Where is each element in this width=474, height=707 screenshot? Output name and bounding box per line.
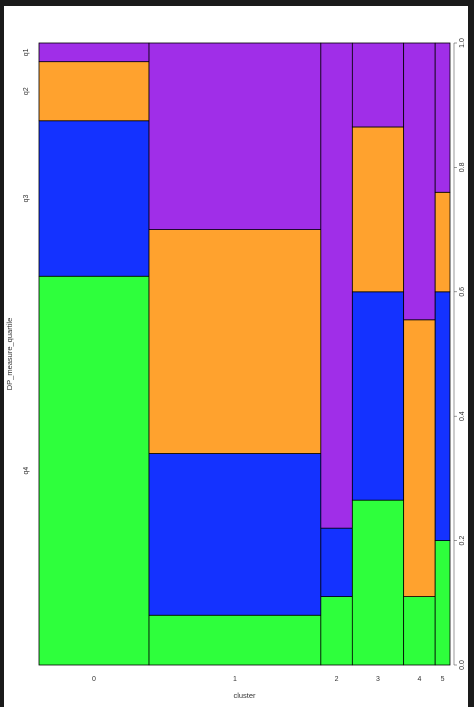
tile-cluster-5-q3 (434, 291, 451, 541)
tile-cluster-0-q4 (38, 275, 150, 666)
y-right-tick-label: 0.2 (459, 536, 466, 546)
y-right-tick-label: 0.8 (459, 162, 466, 172)
x-tick-label: 0 (92, 676, 96, 683)
tile-cluster-1-q2 (148, 229, 322, 454)
y-axis-category-labels: q4 q3 q2 q1 (23, 48, 30, 474)
x-tick-label: 3 (376, 676, 380, 683)
tile-cluster-3-q1 (351, 42, 405, 128)
mosaic-chart: 0 1 2 3 4 5 q4 q3 q2 q1 0.0 0.2 0.4 0.6 0.8 1.0 clust… (5, 38, 466, 700)
tile-cluster-3-q4 (351, 499, 405, 666)
x-tick-label: 2 (335, 676, 339, 683)
tile-cluster-2-q1 (320, 42, 353, 529)
tile-cluster-0-q3 (38, 120, 150, 277)
tile-cluster-0-q2 (38, 61, 150, 122)
x-tick-label: 4 (417, 676, 421, 683)
tile-cluster-4-q4 (403, 596, 436, 666)
tile-cluster-3-q2 (351, 126, 405, 293)
tile-cluster-2-q4 (320, 596, 353, 666)
y-right-tick-label: 0.4 (459, 411, 466, 421)
tile-cluster-3-q3 (351, 291, 405, 501)
tile-cluster-5-q2 (434, 191, 451, 293)
mosaic-tiles (38, 42, 451, 666)
chart-frame: 0 1 2 3 4 5 q4 q3 q2 q1 0.0 0.2 0.4 0.6 0.8 1.0 clust… (4, 6, 468, 707)
y-category-label-q3: q3 (23, 195, 30, 203)
tile-cluster-2-q3 (320, 527, 353, 597)
tile-cluster-1-q3 (148, 453, 322, 616)
x-axis-ticks: 0 1 2 3 4 5 (92, 676, 445, 683)
y-right-tick-label: 0.0 (459, 660, 466, 670)
y-right-tick-label: 0.6 (459, 287, 466, 297)
y-category-label-q1: q1 (23, 48, 30, 56)
tile-cluster-5-q1 (434, 42, 451, 193)
y-axis-title: DP_measure_quartile (5, 318, 14, 391)
y-category-label-q4: q4 (23, 467, 30, 475)
tile-cluster-0-q1 (38, 42, 150, 63)
x-tick-label: 5 (441, 676, 445, 683)
y-axis-right-ticks: 0.0 0.2 0.4 0.6 0.8 1.0 (453, 38, 466, 670)
x-axis-title: cluster (233, 691, 256, 700)
x-tick-label: 1 (233, 676, 237, 683)
tile-cluster-1-q1 (148, 42, 322, 231)
tile-cluster-4-q1 (403, 42, 436, 321)
tile-cluster-5-q4 (434, 540, 451, 666)
tile-cluster-4-q2 (403, 319, 436, 597)
y-right-tick-label: 1.0 (459, 38, 466, 48)
y-category-label-q2: q2 (23, 87, 30, 95)
tile-cluster-1-q4 (148, 614, 322, 666)
